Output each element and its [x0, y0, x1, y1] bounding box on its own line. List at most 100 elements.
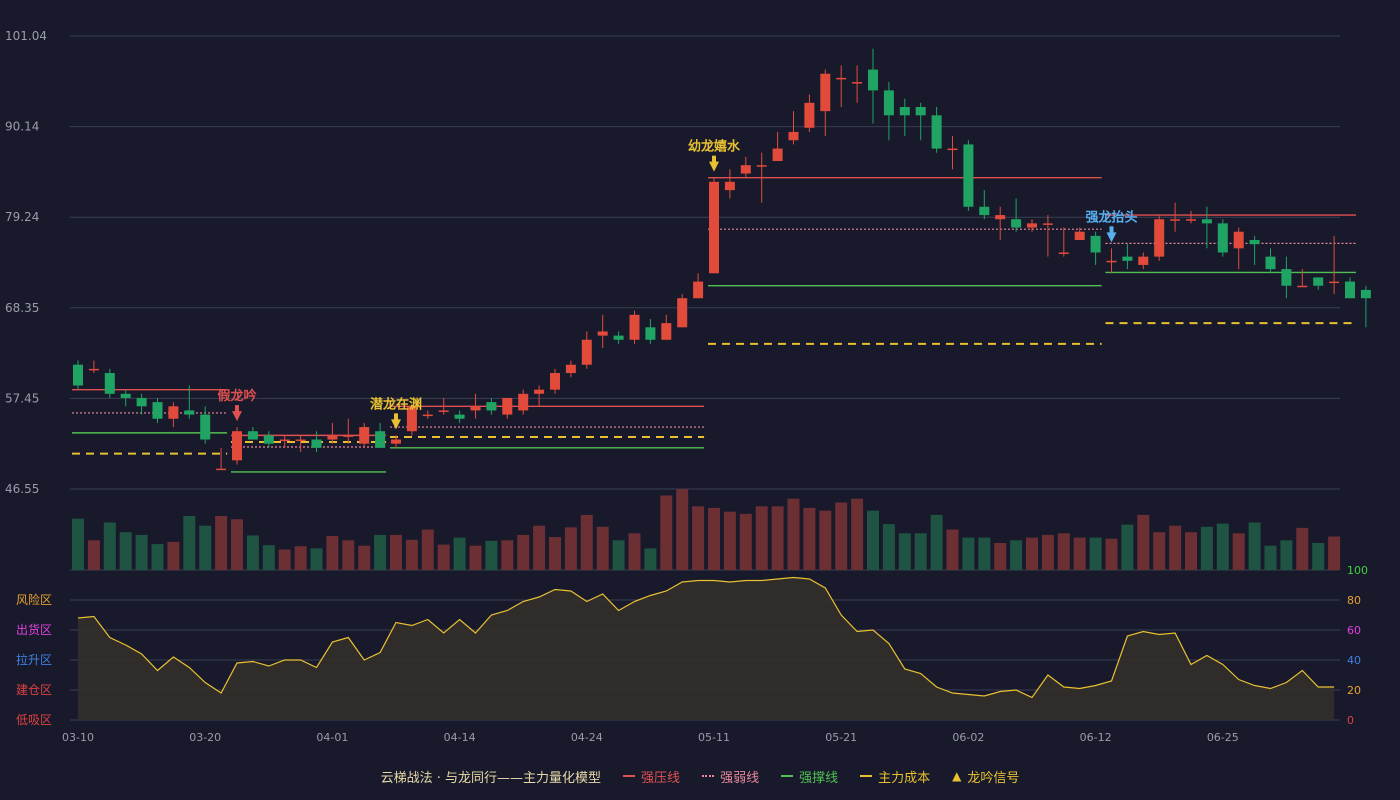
candle-body — [1154, 219, 1165, 257]
candle-body — [375, 431, 386, 448]
volume-bar — [1200, 526, 1213, 570]
candle-body — [327, 435, 338, 440]
candle-body — [422, 414, 433, 417]
candle-body — [661, 323, 672, 340]
candle-body — [279, 439, 290, 442]
volume-bar — [755, 506, 768, 570]
volume-bar — [851, 498, 864, 570]
legend-title: 云梯战法 · 与龙同行——主力量化模型 — [380, 770, 602, 786]
volume-bar — [867, 510, 879, 570]
volume-bar — [151, 544, 164, 570]
price-tick-label: 101.04 — [5, 29, 47, 43]
candle-body — [947, 148, 958, 151]
signal-arrow-stem — [394, 413, 398, 421]
osc-zone-label: 建仓区 — [16, 683, 52, 697]
volume-bar — [533, 525, 546, 570]
candle-body — [868, 69, 878, 91]
candle-body — [931, 115, 942, 149]
candle-body — [915, 106, 926, 116]
candle-body — [247, 431, 258, 440]
volume-bar — [437, 544, 450, 570]
volume-bar — [1153, 532, 1166, 570]
volume-bar — [231, 519, 243, 570]
volume-bar — [1073, 537, 1086, 570]
candle-body — [1297, 285, 1308, 288]
signal-arrow-icon — [1106, 232, 1117, 243]
signal-label: 强龙抬头 — [1085, 209, 1137, 225]
volume-bar — [1312, 543, 1325, 570]
candle-body — [963, 144, 974, 207]
x-tick-label: 05-21 — [825, 731, 857, 744]
osc-tick-label: 0 — [1347, 714, 1354, 727]
candle-body — [295, 439, 306, 442]
volume-bar — [787, 498, 800, 570]
candle-body — [406, 406, 417, 432]
volume-bar — [119, 532, 132, 570]
candle-body — [550, 373, 560, 390]
signal-label: 幼龙嬉水 — [688, 139, 741, 155]
candle-body — [852, 82, 863, 84]
candle-body — [693, 281, 704, 299]
osc-zone-label: 出货区 — [16, 622, 52, 637]
volume-bar — [1010, 540, 1023, 570]
legend: 云梯战法 · 与龙同行——主力量化模型 强压线 强弱线 强撑线 主力成本 ▲ 龙吟… — [0, 766, 1400, 786]
volume-bar — [87, 540, 100, 570]
signal-arrow-icon — [391, 419, 401, 430]
volume-bar — [326, 535, 339, 570]
volume-bar — [246, 535, 259, 570]
legend-item-main-cost: 主力成本 — [860, 767, 930, 786]
osc-area — [78, 577, 1335, 720]
volume-bar — [1248, 522, 1261, 570]
legend-item-strong-resistance: 强压线 — [623, 767, 680, 786]
candle-body — [629, 314, 640, 340]
volume-bar — [930, 514, 943, 570]
legend-item-signal: ▲ 龙吟信号 — [952, 769, 1020, 786]
volume-bar — [1105, 538, 1118, 570]
signal-label: 潜龙在渊 — [370, 396, 422, 412]
candle-body — [88, 368, 99, 371]
volume-bar — [517, 534, 530, 570]
volume-bar — [835, 502, 848, 570]
signal-arrow-icon — [709, 161, 719, 172]
volume-bar — [183, 516, 196, 570]
volume-bar — [962, 537, 975, 570]
candle-body — [1027, 223, 1037, 228]
candle-body — [677, 298, 688, 328]
price-tick-label: 90.14 — [5, 120, 39, 134]
volume-bar — [1169, 525, 1182, 570]
candle-body — [502, 397, 513, 415]
volume-bar — [994, 543, 1007, 570]
candle-body — [1329, 281, 1340, 284]
candle-body — [1345, 281, 1355, 299]
signal-arrow-stem — [1109, 226, 1114, 234]
x-tick-label: 03-10 — [62, 731, 94, 744]
signal-arrow-stem — [235, 405, 239, 413]
volume-bar — [1232, 533, 1245, 570]
volume-bar — [1328, 536, 1341, 570]
volume-bar — [501, 540, 514, 570]
volume-bar — [564, 527, 577, 570]
volume-bar — [819, 510, 832, 570]
volume-bar — [1216, 523, 1229, 570]
volume-bar — [1185, 532, 1197, 570]
candle-body — [120, 393, 131, 398]
candle-body — [518, 393, 529, 411]
candle-body — [232, 431, 242, 461]
volume-bar — [1137, 514, 1150, 570]
candle-body — [788, 131, 799, 141]
volume-bar — [1280, 540, 1293, 570]
volume-bar — [135, 534, 148, 570]
x-axis: 03-10 03-20 04-01 04-14 04-24 05-11 05-21 06-02… — [62, 731, 1239, 744]
candle-body — [534, 389, 545, 394]
volume-bar — [803, 507, 816, 570]
candle-body — [979, 206, 990, 216]
candle-body — [899, 106, 910, 116]
candle-body — [820, 73, 831, 112]
candle-body — [1170, 219, 1181, 221]
candle-body — [883, 90, 894, 116]
volume-bar — [1089, 537, 1102, 570]
volume-bar — [692, 506, 705, 570]
x-tick-label: 04-24 — [571, 731, 603, 744]
legend-item-strong-support: 强撑线 — [781, 767, 838, 786]
candle-body — [1360, 289, 1371, 299]
